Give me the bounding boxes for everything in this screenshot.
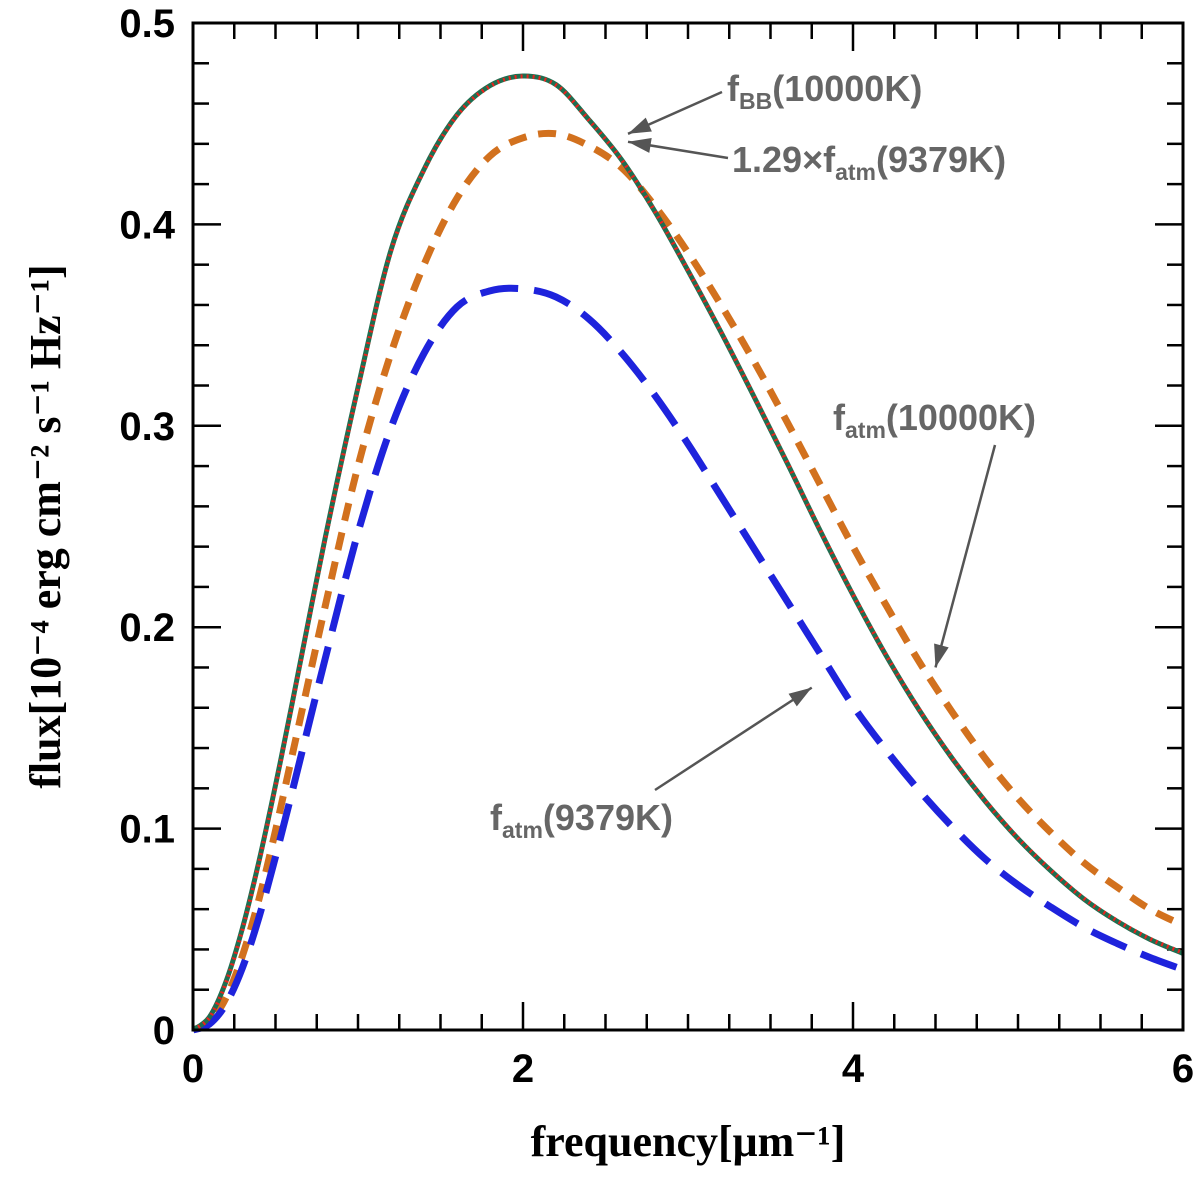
y-tick-label: 0.1 — [119, 808, 175, 852]
annotation-fbb-10000k: fBB(10000K) — [727, 68, 922, 114]
arrow-fatm-9379k — [654, 686, 813, 792]
arrow-fatm-9379k-head — [788, 687, 812, 707]
annotation-subscript: atm — [835, 159, 876, 185]
tick-labels: 0 2 4 6 0 0.1 0.2 0.3 0.4 0.5 — [119, 2, 1194, 1091]
arrow-fatm-10000k-head — [934, 643, 949, 668]
annotation-subscript: atm — [845, 417, 886, 443]
annotation-suffix: (9379K) — [543, 797, 673, 838]
curves — [191, 73, 1185, 1034]
x-tick-label: 0 — [182, 1047, 204, 1091]
series-line-1-29-f-atm-9379k- — [191, 74, 1184, 1032]
plot-frame — [191, 21, 1185, 1032]
annotation-suffix: (10000K) — [772, 68, 922, 109]
annotation-subscript: atm — [502, 817, 543, 843]
annotation-fatm-9379k: fatm(9379K) — [490, 797, 673, 843]
annotation-arrows — [627, 90, 997, 792]
series-line-f-atm-10000k- — [191, 129, 1185, 1034]
y-axis-title: flux[10⁻⁴ erg cm⁻² s⁻¹ Hz⁻¹] — [21, 264, 70, 788]
axis-ticks — [191, 21, 1185, 1032]
x-tick-label: 2 — [512, 1047, 534, 1091]
series-line-f-atm-9379k- — [191, 284, 1185, 1034]
x-tick-label: 4 — [842, 1047, 865, 1091]
x-tick-label: 6 — [1172, 1047, 1194, 1091]
y-tick-label: 0.5 — [119, 2, 175, 46]
annotation-suffix: (10000K) — [886, 397, 1036, 438]
arrow-fbb-head — [628, 117, 652, 134]
y-tick-label: 0.3 — [119, 405, 175, 449]
y-tick-label: 0.2 — [119, 606, 175, 650]
annotation-base: f — [833, 397, 846, 438]
arrow-scaled-head — [628, 137, 652, 153]
series-line-f-bb-10000k- — [191, 73, 1184, 1033]
x-axis-title: frequency[μm⁻¹] — [531, 1117, 846, 1166]
annotation-suffix: (9379K) — [876, 139, 1006, 180]
annotation-subscript: BB — [739, 88, 772, 114]
y-tick-label: 0 — [153, 1009, 175, 1053]
annotation-scaled-fatm-9379k: 1.29×fatm(9379K) — [732, 139, 1006, 185]
arrow-fatm-10000k — [934, 444, 997, 668]
y-tick-label: 0.4 — [119, 203, 175, 247]
annotation-fatm-10000k: fatm(10000K) — [833, 397, 1036, 443]
annotation-prefix: 1.29× — [732, 139, 823, 180]
annotation-base: f — [490, 797, 503, 838]
annotation-base: f — [823, 139, 836, 180]
annotation-base: f — [727, 68, 740, 109]
